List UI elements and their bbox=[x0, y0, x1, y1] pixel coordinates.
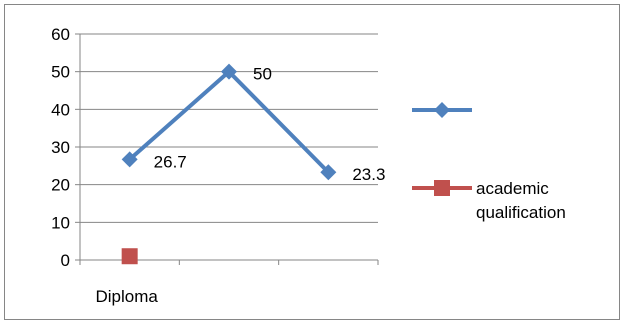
data-point-marker bbox=[121, 151, 138, 168]
y-tick-label: 20 bbox=[51, 176, 70, 195]
legend-label: academic qualification bbox=[476, 179, 566, 222]
data-label: 26.7 bbox=[154, 152, 187, 171]
data-label: 23.3 bbox=[352, 165, 385, 184]
data-label: 50 bbox=[253, 65, 272, 84]
legend-marker bbox=[434, 180, 450, 196]
y-tick-label: 50 bbox=[51, 63, 70, 82]
data-point-marker bbox=[221, 63, 237, 80]
chart-frame bbox=[4, 4, 620, 320]
y-tick-label: 40 bbox=[51, 100, 70, 119]
x-category-label: Diploma bbox=[95, 287, 158, 306]
y-tick-label: 10 bbox=[51, 213, 70, 232]
y-tick-label: 30 bbox=[51, 138, 70, 157]
y-tick-label: 60 bbox=[51, 25, 70, 44]
data-point-marker bbox=[121, 248, 138, 265]
legend-marker bbox=[434, 102, 450, 118]
data-point-marker bbox=[320, 164, 337, 181]
y-tick-label: 0 bbox=[61, 251, 70, 270]
